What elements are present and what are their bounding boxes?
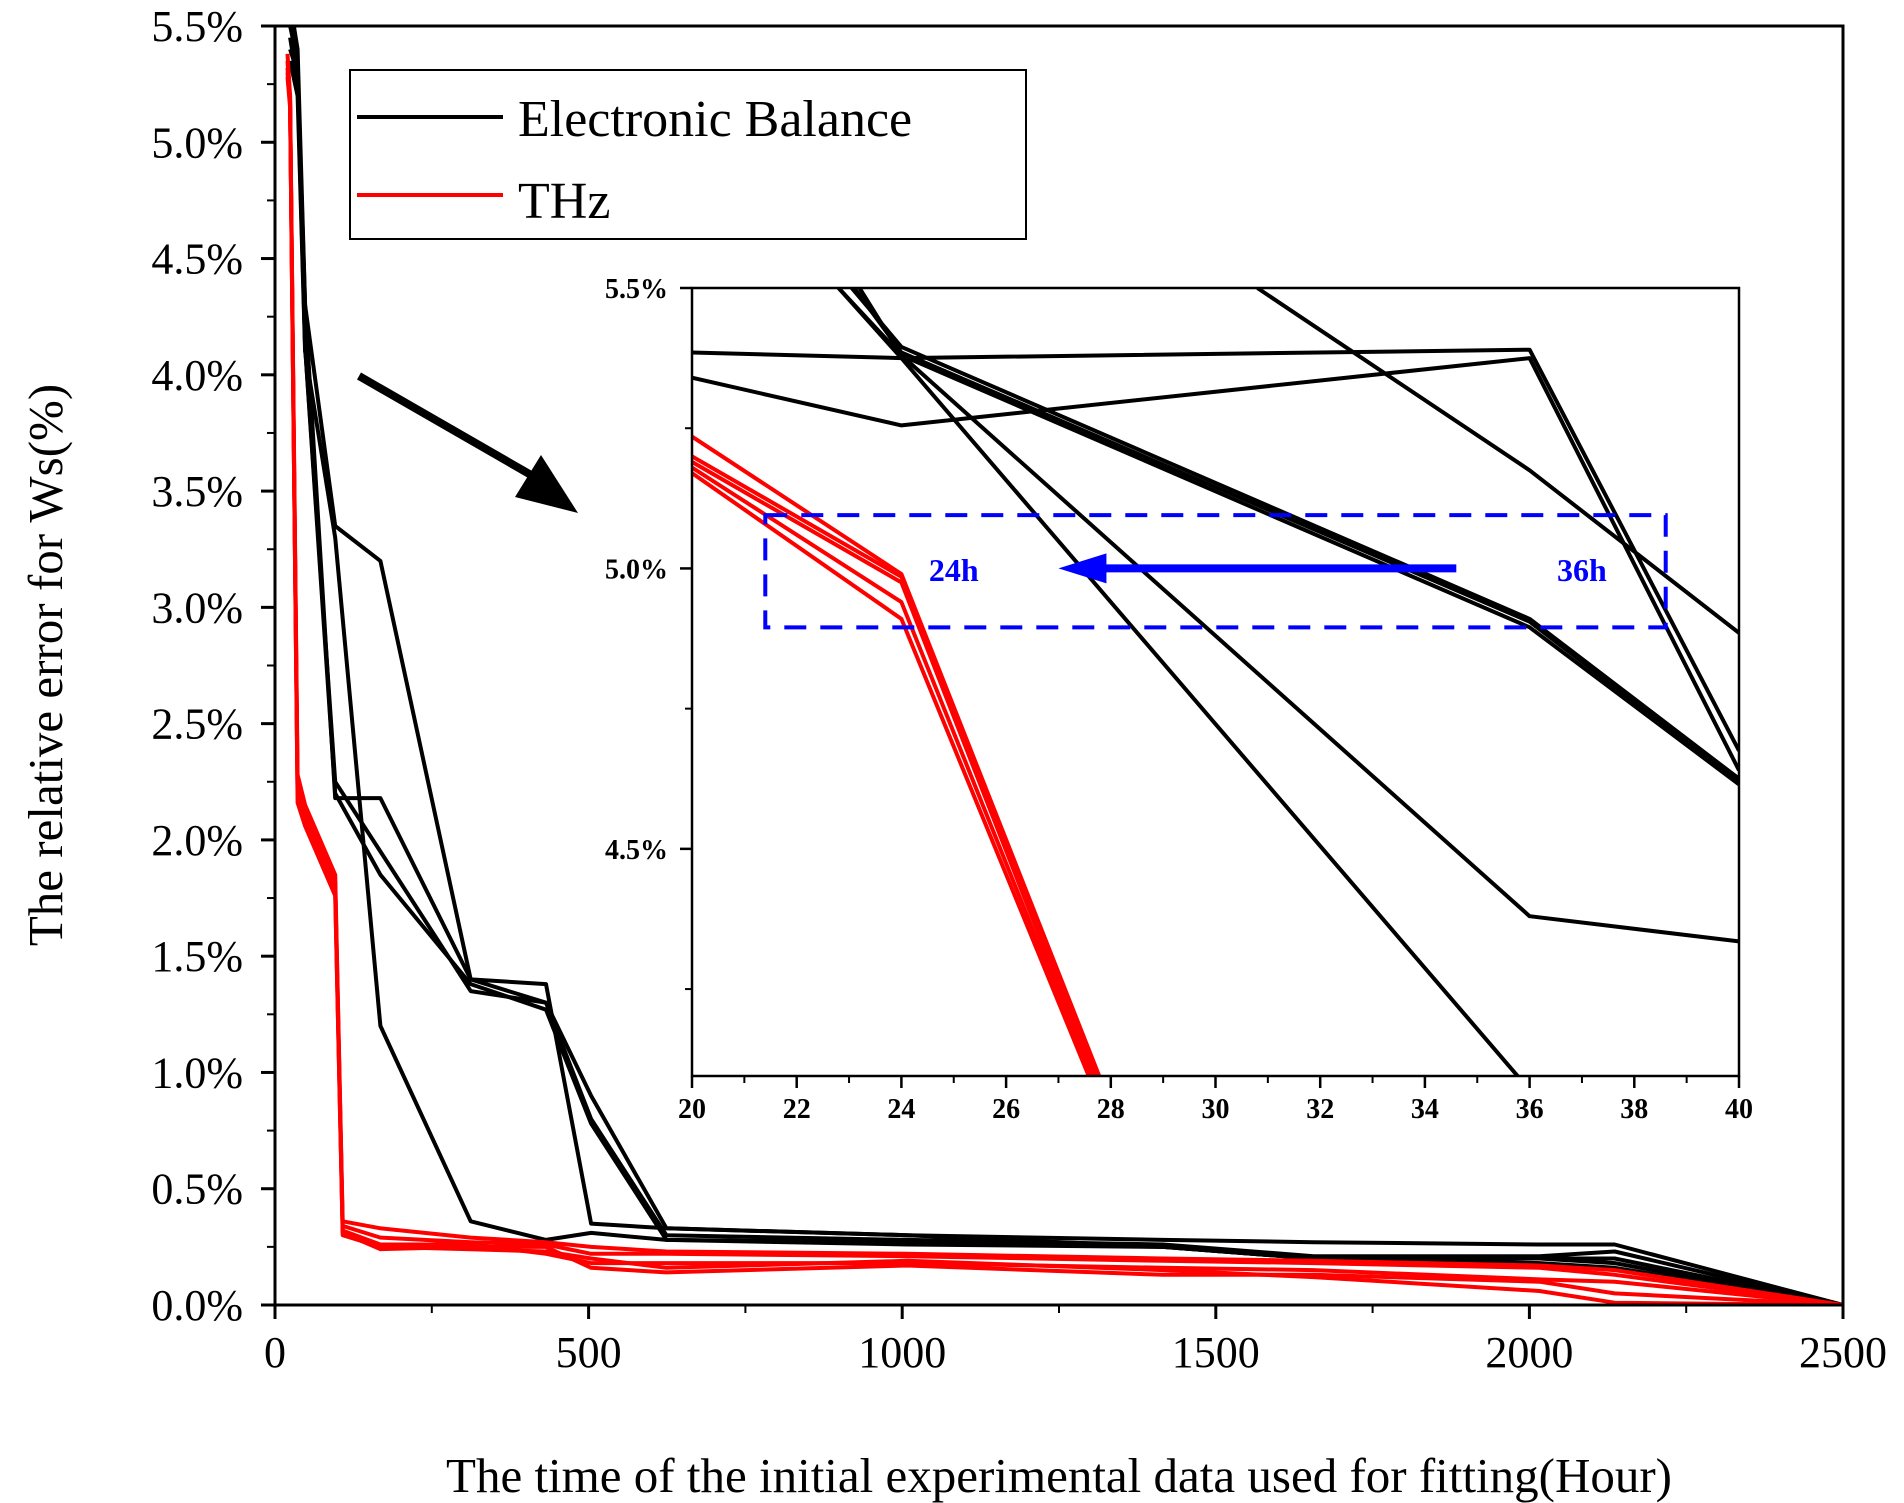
y-tick-label: 0.5% <box>151 1165 243 1214</box>
inset-annotation-36h: 36h <box>1557 552 1607 588</box>
inset-x-tick-label: 32 <box>1306 1094 1334 1125</box>
zoom-arrow-head <box>515 455 578 513</box>
inset-shift-arrow-head <box>1058 553 1107 584</box>
inset-series-thz-line-12 <box>692 465 1094 1076</box>
legend-box <box>349 69 1027 240</box>
x-tick-label: 2500 <box>1799 1328 1887 1377</box>
y-axis-title: The relative error for Ws(%) <box>18 384 73 946</box>
inset-annotations-group: 24h 36h <box>763 513 1668 630</box>
inset-highlight-box <box>763 513 1668 630</box>
x-tick-label: 1000 <box>858 1328 946 1377</box>
inset-series-electronic-balance-line-8 <box>1256 288 1739 635</box>
inset-x-tick-label: 22 <box>783 1094 811 1125</box>
inset-axes-group: 20 22 24 26 28 30 32 34 36 38 40 4.5% 5.0% 5.5% <box>605 274 1753 1125</box>
inset-y-tick-label: 5.0% <box>605 554 668 585</box>
inset-x-tick-label: 34 <box>1411 1094 1439 1125</box>
inset-series-electronic-balance-line-5 <box>857 288 1739 786</box>
zoom-arrow <box>357 372 578 513</box>
legend-label-thz: THz <box>518 173 610 230</box>
inset-background <box>692 288 1739 1076</box>
inset-y-tick-label: 5.5% <box>605 274 668 305</box>
x-tick-label: 1500 <box>1172 1328 1260 1377</box>
inset-x-tick-label: 20 <box>678 1094 706 1125</box>
series-thz-line-6 <box>285 53 1843 1305</box>
y-tick-label: 3.0% <box>151 583 243 632</box>
inset-x-tick-label: 28 <box>1097 1094 1125 1125</box>
y-tick-label: 4.0% <box>151 351 243 400</box>
inset-series-group <box>692 288 1739 1076</box>
inset-x-tick-label: 38 <box>1620 1094 1648 1125</box>
inset-x-tick-label: 26 <box>992 1094 1020 1125</box>
inset-series-thz-line-10 <box>692 454 1099 1076</box>
inset-x-tick-label: 24 <box>887 1094 915 1125</box>
y-tick-label: 1.5% <box>151 932 243 981</box>
inset-series-electronic-balance-line-7 <box>837 288 1521 1076</box>
x-axis-title: The time of the initial experimental dat… <box>446 1448 1672 1503</box>
legend-label-electronic-balance: Electronic Balance <box>518 91 912 148</box>
y-tick-label: 5.5% <box>151 2 243 51</box>
zoom-arrow-shaft <box>357 372 547 487</box>
main-series-group <box>285 26 1843 1305</box>
y-tick-label: 0.0% <box>151 1281 243 1330</box>
inset-x-tick-label: 36 <box>1516 1094 1544 1125</box>
series-electronic-balance-line-4 <box>288 48 1843 1305</box>
legend: Electronic Balance THz <box>349 69 1027 240</box>
main-axes-group: 0 500 1000 1500 2000 2500 0.0% 0.5% 1.0% 1.5% 2.0%… <box>151 2 1887 1377</box>
inset-x-tick-label: 40 <box>1725 1094 1753 1125</box>
y-tick-label: 2.0% <box>151 816 243 865</box>
x-tick-label: 500 <box>556 1328 622 1377</box>
inset-x-tick-label: 30 <box>1202 1094 1230 1125</box>
inset-series-thz-line-13 <box>692 471 1091 1076</box>
inset-series-electronic-balance-line-2 <box>692 356 1739 772</box>
series-electronic-balance-line-1 <box>291 26 1843 1305</box>
y-tick-label: 4.5% <box>151 235 243 284</box>
x-tick-label: 2000 <box>1485 1328 1573 1377</box>
y-tick-label: 5.0% <box>151 118 243 167</box>
y-tick-label: 3.5% <box>151 467 243 516</box>
y-tick-label: 2.5% <box>151 700 243 749</box>
series-thz-line-10 <box>285 77 1843 1305</box>
y-tick-label: 1.0% <box>151 1048 243 1097</box>
inset-y-tick-label: 4.5% <box>605 835 668 866</box>
x-tick-label: 0 <box>264 1328 286 1377</box>
inset-series-thz-line-11 <box>692 460 1097 1076</box>
inset-annotation-24h: 24h <box>929 552 979 588</box>
series-electronic-balance-line-5 <box>288 60 1843 1305</box>
